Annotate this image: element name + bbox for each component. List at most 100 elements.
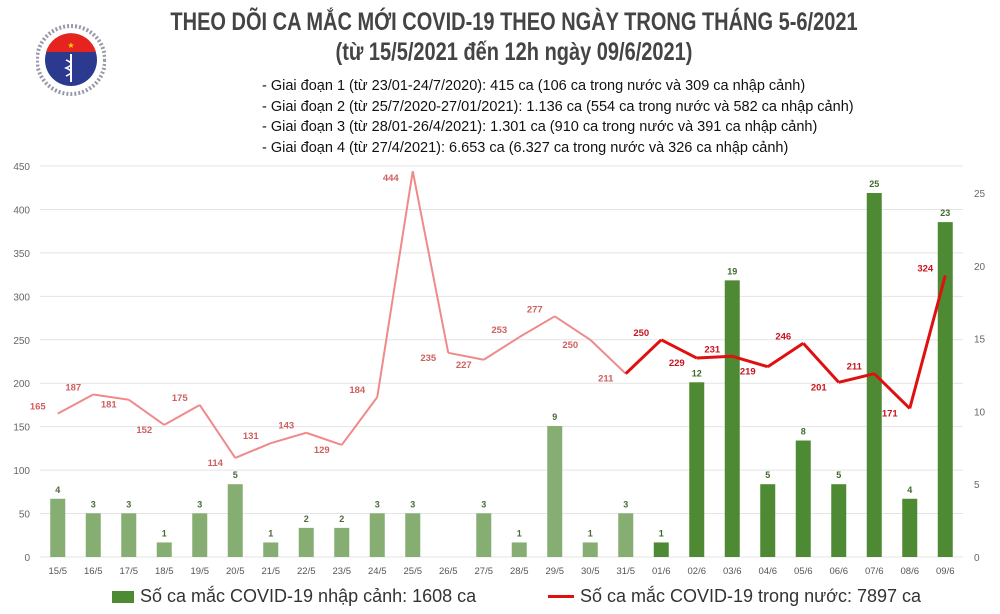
line-label: 324	[917, 263, 934, 274]
bar-label: 1	[588, 528, 593, 538]
bar	[653, 542, 669, 557]
bar-label: 3	[126, 499, 131, 509]
x-tick-label: 06/6	[830, 566, 849, 577]
line-label: 231	[704, 344, 721, 355]
line-segment	[589, 339, 627, 375]
line-segment	[802, 342, 840, 384]
svg-text:★: ★	[67, 41, 74, 50]
bar	[760, 484, 776, 557]
bar	[937, 222, 953, 557]
bar	[689, 382, 705, 557]
bar-label: 4	[907, 485, 912, 495]
bar-label: 3	[623, 499, 628, 509]
bar-label: 1	[517, 528, 522, 538]
x-tick-label: 24/5	[368, 566, 387, 577]
line-segment	[908, 275, 947, 409]
bar	[121, 513, 137, 557]
bar-label: 23	[940, 208, 950, 218]
x-tick-label: 30/5	[581, 566, 600, 577]
line-segment	[660, 338, 698, 360]
x-tick-label: 15/5	[49, 566, 68, 577]
x-tick-label: 01/6	[652, 566, 671, 577]
line-segment	[340, 396, 379, 446]
legend-bar-label: Số ca mắc COVID-19 nhập cảnh: 1608 ca	[140, 586, 477, 606]
x-tick-label: 28/5	[510, 566, 529, 577]
legend-line-swatch	[548, 595, 574, 598]
line-label: 235	[420, 353, 437, 364]
bar	[831, 484, 847, 557]
left-tick-label: 100	[13, 466, 30, 477]
bar	[405, 513, 421, 557]
bar-label: 1	[268, 528, 273, 538]
line-segment	[766, 342, 805, 368]
x-tick-label: 18/5	[155, 566, 174, 577]
right-tick-label: 15	[974, 335, 986, 346]
line-label: 253	[491, 325, 507, 336]
bar	[476, 513, 492, 557]
x-tick-label: 17/5	[120, 566, 139, 577]
note-phase-2: - Giai đoạn 2 (từ 25/7/2020-27/01/2021):…	[262, 98, 854, 115]
line-segment	[554, 315, 591, 341]
x-tick-label: 16/5	[84, 566, 103, 577]
bar-label: 9	[552, 412, 557, 422]
line-segment	[624, 338, 663, 375]
x-tick-label: 07/6	[865, 566, 884, 577]
bar-label: 3	[410, 499, 415, 509]
x-tick-label: 05/6	[794, 566, 813, 577]
left-tick-label: 0	[24, 553, 30, 564]
x-tick-label: 27/5	[475, 566, 494, 577]
line-label: 184	[349, 385, 366, 396]
line-label: 201	[811, 382, 828, 393]
bar	[582, 542, 598, 557]
line-segment	[57, 393, 94, 415]
x-tick-label: 22/5	[297, 566, 316, 577]
bar	[227, 484, 243, 557]
note-phase-1: - Giai đoạn 1 (từ 23/01-24/7/2020): 415 …	[262, 78, 806, 94]
bar	[192, 513, 208, 557]
legend-line-label: Số ca mắc COVID-19 trong nước: 7897 ca	[580, 586, 922, 606]
right-tick-label: 10	[974, 407, 986, 418]
left-tick-label: 300	[13, 292, 30, 303]
left-tick-label: 250	[13, 336, 30, 347]
line-label: 211	[598, 374, 614, 385]
line-label: 165	[30, 402, 47, 413]
line-label: 219	[740, 367, 756, 378]
line-label: 444	[383, 173, 400, 184]
bar-label: 5	[836, 470, 841, 480]
line-label: 250	[562, 340, 578, 351]
bar	[902, 498, 918, 557]
bar-label: 19	[727, 266, 737, 276]
line-label: 175	[172, 393, 189, 404]
left-tick-label: 400	[13, 205, 30, 216]
line-label: 211	[847, 362, 863, 373]
line-label: 250	[633, 328, 649, 339]
left-tick-label: 450	[13, 162, 30, 173]
x-tick-label: 09/6	[936, 566, 955, 577]
ministry-of-health-logo: ★	[36, 24, 106, 96]
legend-bar: Số ca mắc COVID-19 nhập cảnh: 1608 ca	[112, 586, 476, 607]
bar	[156, 542, 172, 557]
left-tick-label: 50	[19, 510, 31, 521]
bar	[298, 527, 314, 557]
right-tick-label: 25	[974, 189, 986, 200]
bar	[334, 527, 350, 557]
note-phase-3: - Giai đoạn 3 (từ 28/01-26/4/2021): 1.30…	[262, 119, 818, 135]
left-tick-label: 200	[13, 379, 30, 390]
x-tick-label: 25/5	[404, 566, 423, 577]
right-tick-label: 5	[974, 480, 980, 491]
note-phase-4: - Giai đoạn 4 (từ 27/4/2021): 6.653 ca (…	[262, 139, 789, 156]
right-tick-label: 0	[974, 553, 980, 564]
x-tick-label: 08/6	[901, 566, 920, 577]
line-segment	[234, 442, 272, 459]
bar-label: 25	[869, 179, 879, 189]
bar	[263, 542, 279, 557]
line-segment	[696, 354, 733, 360]
bar-label: 3	[197, 499, 202, 509]
right-tick-label: 20	[974, 262, 986, 273]
line-segment	[93, 393, 129, 401]
bar	[618, 513, 634, 557]
x-tick-label: 03/6	[723, 566, 742, 577]
line-segment	[163, 404, 201, 426]
line-label: 114	[208, 458, 224, 469]
line-segment	[731, 354, 769, 369]
